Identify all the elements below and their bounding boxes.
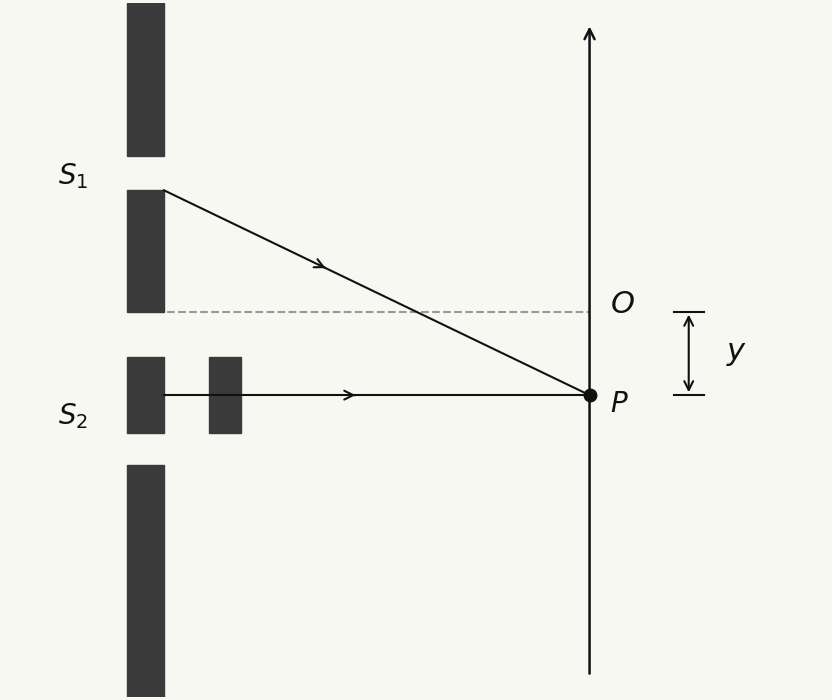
Text: $S_2$: $S_2$ (58, 401, 88, 431)
Bar (126, 3, 164, 155)
Text: $P$: $P$ (610, 390, 629, 418)
Text: $S_1$: $S_1$ (58, 162, 88, 191)
Text: $y$: $y$ (726, 339, 747, 368)
Bar (126, 465, 164, 697)
Bar (126, 190, 164, 312)
Text: $O$: $O$ (610, 290, 635, 319)
Bar (126, 357, 164, 433)
Bar (210, 357, 240, 433)
